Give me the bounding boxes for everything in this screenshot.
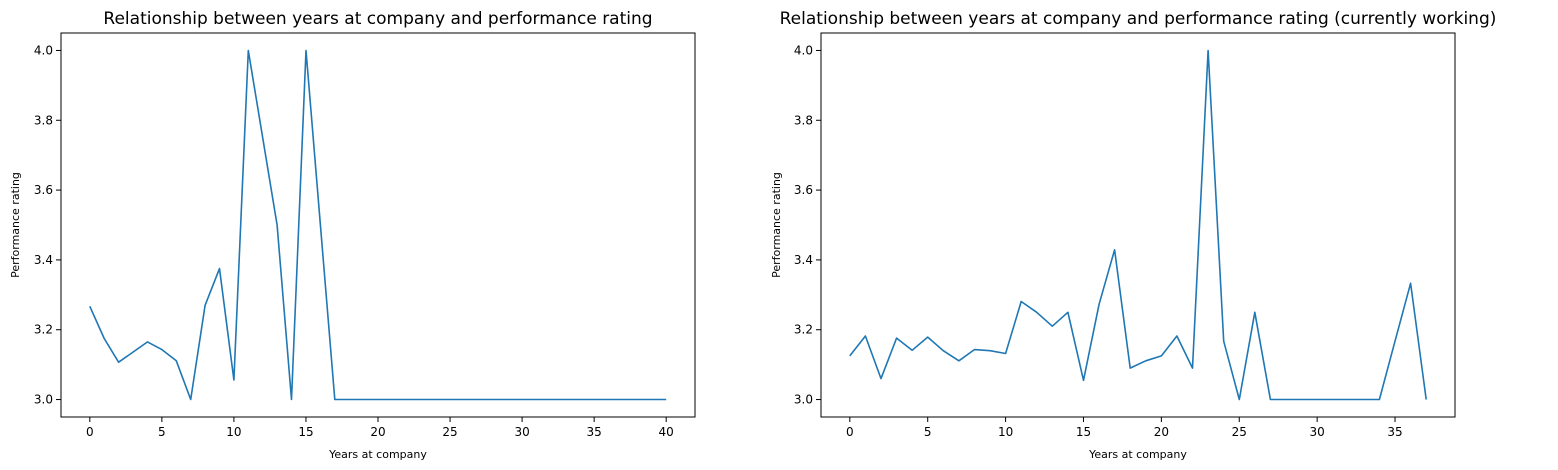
right-x-tick-label: 15 (1076, 425, 1091, 439)
right-x-tick-label: 10 (998, 425, 1013, 439)
left-y-tick-label: 3.2 (34, 323, 53, 337)
left-y-axis-label: Performance rating (9, 172, 22, 278)
left-x-tick-label: 30 (514, 425, 529, 439)
left-x-ticks: 0 5 10 15 20 25 30 35 40 (86, 417, 674, 439)
left-plot-frame (60, 32, 696, 418)
right-x-ticks: 0 5 10 15 20 25 30 35 (846, 417, 1403, 439)
left-y-tick-label: 3.4 (34, 253, 53, 267)
left-series-line (89, 49, 667, 401)
left-chart: Relationship between years at company an… (9, 9, 696, 461)
left-x-tick-label: 25 (442, 425, 457, 439)
right-x-tick-label: 35 (1387, 425, 1402, 439)
left-x-tick-label: 10 (226, 425, 241, 439)
left-x-tick-label: 35 (586, 425, 601, 439)
left-x-tick-label: 20 (370, 425, 385, 439)
right-x-tick-label: 5 (924, 425, 932, 439)
right-x-tick-label: 25 (1232, 425, 1247, 439)
left-x-tick-label: 15 (298, 425, 313, 439)
left-y-tick-label: 3.0 (34, 393, 53, 407)
left-x-tick-label: 0 (86, 425, 94, 439)
right-chart-title: Relationship between years at company an… (780, 9, 1497, 29)
right-y-tick-label: 3.2 (794, 323, 813, 337)
right-chart: Relationship between years at company an… (770, 9, 1496, 461)
right-y-tick-label: 3.0 (794, 393, 813, 407)
left-x-tick-label: 40 (659, 425, 674, 439)
right-plot-frame (820, 32, 1456, 418)
right-x-tick-label: 0 (846, 425, 854, 439)
left-y-ticks: 3.0 3.2 3.4 3.6 3.8 4.0 (34, 43, 61, 407)
left-x-tick-label: 5 (158, 425, 166, 439)
right-x-axis-label: Years at company (1088, 448, 1187, 461)
right-y-tick-label: 3.6 (794, 183, 813, 197)
right-y-ticks: 3.0 3.2 3.4 3.6 3.8 4.0 (794, 43, 821, 407)
left-y-tick-label: 4.0 (34, 43, 53, 57)
right-x-tick-label: 30 (1309, 425, 1324, 439)
right-y-axis-label: Performance rating (770, 172, 783, 278)
right-y-tick-label: 4.0 (794, 43, 813, 57)
left-y-tick-label: 3.8 (34, 113, 53, 127)
right-y-tick-label: 3.4 (794, 253, 813, 267)
left-x-axis-label: Years at company (328, 448, 427, 461)
left-y-tick-label: 3.6 (34, 183, 53, 197)
right-y-tick-label: 3.8 (794, 113, 813, 127)
right-series-line (849, 49, 1427, 401)
right-x-tick-label: 20 (1154, 425, 1169, 439)
left-chart-title: Relationship between years at company an… (103, 9, 652, 29)
